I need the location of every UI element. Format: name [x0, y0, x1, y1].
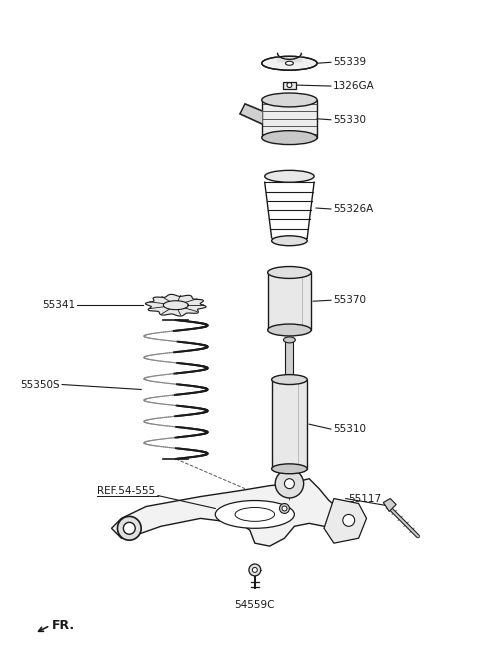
Ellipse shape — [262, 57, 317, 70]
Ellipse shape — [287, 83, 292, 87]
Polygon shape — [272, 380, 307, 469]
Ellipse shape — [268, 324, 311, 336]
Text: 1326GA: 1326GA — [333, 81, 375, 91]
Ellipse shape — [272, 374, 307, 384]
Polygon shape — [268, 273, 311, 330]
Text: REF.54-555: REF.54-555 — [96, 486, 155, 495]
Polygon shape — [145, 294, 206, 316]
Ellipse shape — [268, 267, 311, 279]
Polygon shape — [286, 340, 293, 380]
Ellipse shape — [272, 464, 307, 474]
Ellipse shape — [286, 61, 293, 65]
Ellipse shape — [262, 131, 317, 145]
Ellipse shape — [123, 522, 135, 534]
Ellipse shape — [272, 236, 307, 246]
Text: FR.: FR. — [52, 619, 75, 632]
Text: 54559C: 54559C — [235, 600, 275, 610]
Text: 55326A: 55326A — [333, 204, 373, 214]
Text: 55341: 55341 — [42, 300, 75, 310]
Ellipse shape — [285, 479, 294, 489]
Ellipse shape — [284, 337, 295, 343]
Polygon shape — [240, 104, 262, 124]
Text: 55370: 55370 — [333, 295, 366, 306]
Ellipse shape — [118, 516, 141, 540]
Ellipse shape — [264, 170, 314, 182]
Polygon shape — [324, 499, 367, 543]
Ellipse shape — [262, 93, 317, 107]
Text: 55117: 55117 — [348, 493, 381, 503]
Ellipse shape — [343, 514, 355, 526]
Ellipse shape — [275, 469, 304, 498]
Polygon shape — [283, 81, 296, 89]
Polygon shape — [262, 100, 317, 137]
Polygon shape — [384, 499, 396, 511]
Ellipse shape — [249, 564, 261, 576]
Text: 55350S: 55350S — [21, 380, 60, 390]
Ellipse shape — [216, 501, 294, 528]
Text: 55330: 55330 — [333, 115, 366, 125]
Ellipse shape — [235, 507, 275, 522]
Text: 55310: 55310 — [333, 424, 366, 434]
Ellipse shape — [282, 506, 287, 511]
Ellipse shape — [252, 568, 257, 572]
Text: 55339: 55339 — [333, 57, 366, 67]
Ellipse shape — [279, 503, 289, 513]
Polygon shape — [111, 479, 359, 546]
